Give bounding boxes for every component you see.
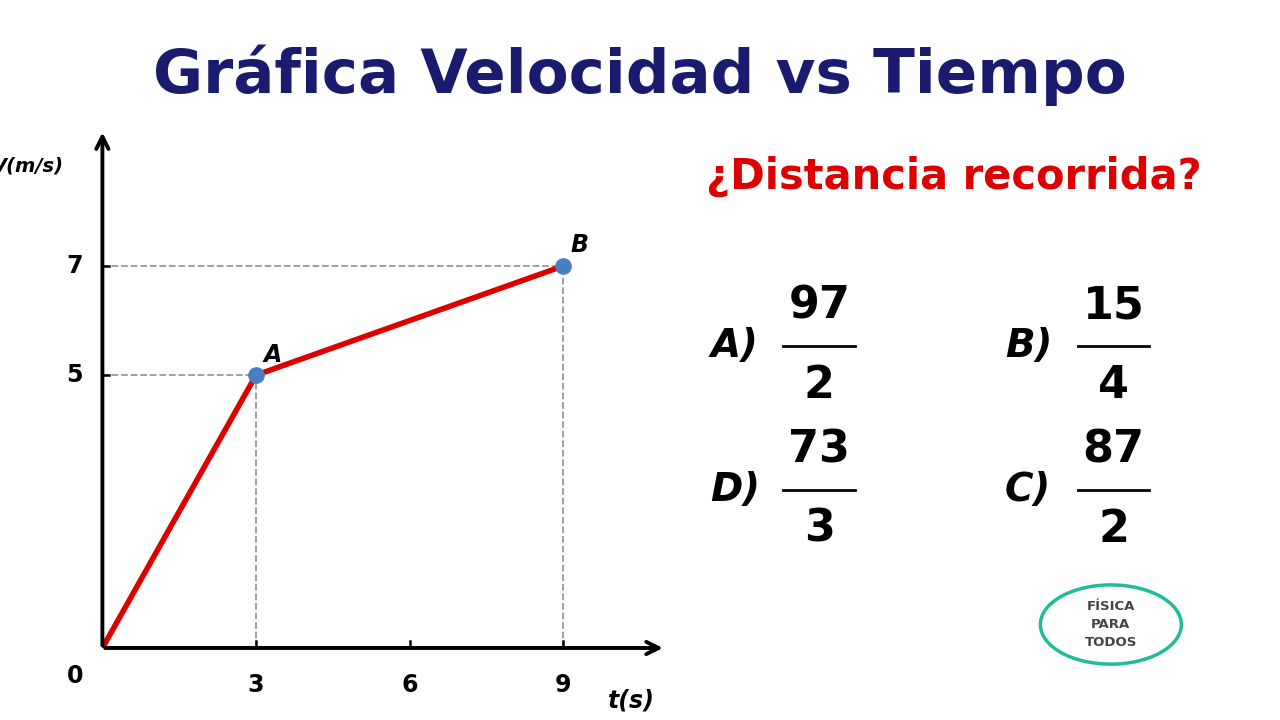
Text: t(s): t(s) xyxy=(608,689,655,713)
Text: A: A xyxy=(264,343,282,366)
Text: FÍSICA
PARA
TODOS: FÍSICA PARA TODOS xyxy=(1084,600,1137,649)
Text: 2: 2 xyxy=(804,364,835,407)
Text: B: B xyxy=(571,233,589,257)
Text: A): A) xyxy=(710,327,758,364)
Text: 5: 5 xyxy=(67,363,83,387)
Text: 9: 9 xyxy=(556,672,571,696)
Text: 97: 97 xyxy=(788,284,850,328)
Text: 6: 6 xyxy=(402,672,417,696)
Text: 4: 4 xyxy=(1098,364,1129,407)
Text: 3: 3 xyxy=(804,508,835,551)
Text: 73: 73 xyxy=(788,428,850,472)
Text: 2: 2 xyxy=(1098,508,1129,551)
Text: 3: 3 xyxy=(248,672,264,696)
Text: C): C) xyxy=(1005,471,1051,508)
Text: ¿Distancia recorrida?: ¿Distancia recorrida? xyxy=(705,156,1202,197)
Text: 0: 0 xyxy=(67,665,83,688)
Text: D): D) xyxy=(710,471,760,508)
Text: Gráfica Velocidad vs Tiempo: Gráfica Velocidad vs Tiempo xyxy=(154,45,1126,107)
Text: V(m/s): V(m/s) xyxy=(0,156,64,176)
Text: 87: 87 xyxy=(1083,428,1144,472)
Text: B): B) xyxy=(1005,327,1052,364)
Text: 7: 7 xyxy=(67,254,83,278)
Text: 15: 15 xyxy=(1083,284,1144,328)
